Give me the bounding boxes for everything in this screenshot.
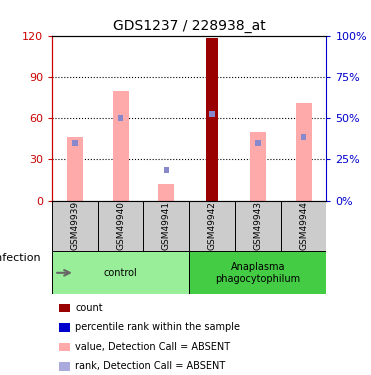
Text: GSM49942: GSM49942	[208, 201, 217, 250]
Bar	[255, 140, 260, 146]
Bar	[206, 38, 218, 201]
Text: Anaplasma
phagocytophilum: Anaplasma phagocytophilum	[215, 262, 301, 284]
Text: infection: infection	[0, 253, 41, 263]
Bar	[158, 184, 174, 201]
Bar	[98, 201, 144, 251]
Bar	[301, 134, 306, 141]
Text: GSM49939: GSM49939	[70, 201, 79, 250]
Text: GSM49943: GSM49943	[253, 201, 262, 250]
Text: percentile rank within the sample: percentile rank within the sample	[75, 322, 240, 332]
Bar	[235, 201, 281, 251]
Bar	[52, 251, 189, 294]
Bar	[296, 103, 312, 201]
Text: GSM49944: GSM49944	[299, 201, 308, 250]
Text: control: control	[104, 268, 137, 278]
Bar	[189, 251, 326, 294]
Bar	[281, 201, 326, 251]
Bar	[144, 201, 189, 251]
Bar	[250, 132, 266, 201]
Title: GDS1237 / 228938_at: GDS1237 / 228938_at	[113, 19, 266, 33]
Bar	[164, 167, 169, 174]
Bar	[67, 137, 83, 201]
Bar	[112, 91, 129, 201]
Text: value, Detection Call = ABSENT: value, Detection Call = ABSENT	[75, 342, 230, 352]
Bar	[72, 140, 78, 146]
Text: count: count	[75, 303, 103, 313]
Text: GSM49941: GSM49941	[162, 201, 171, 250]
Bar	[118, 115, 123, 121]
Bar	[209, 111, 215, 117]
Bar	[52, 201, 98, 251]
Text: rank, Detection Call = ABSENT: rank, Detection Call = ABSENT	[75, 362, 226, 371]
Text: GSM49940: GSM49940	[116, 201, 125, 250]
Bar	[189, 201, 235, 251]
